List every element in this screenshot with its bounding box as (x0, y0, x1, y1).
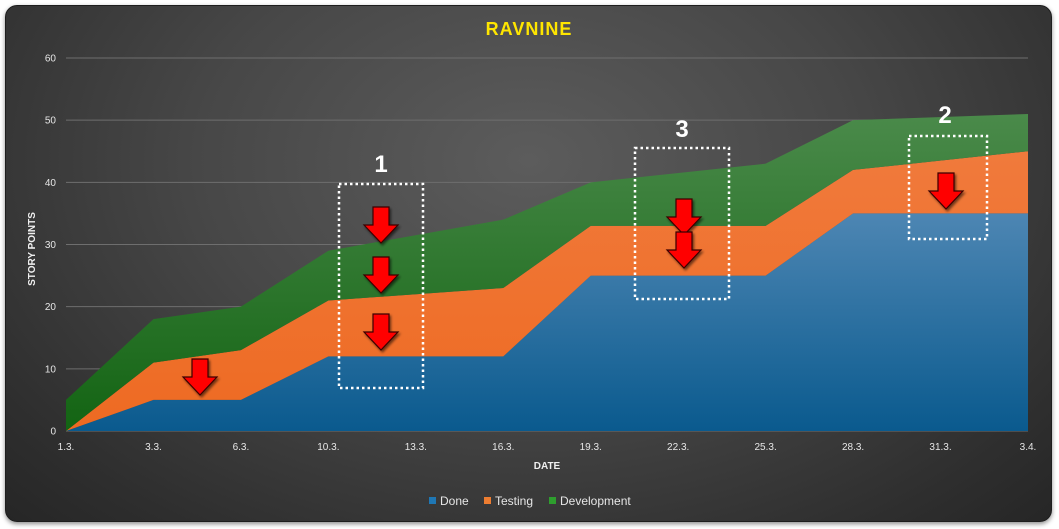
legend: Done Testing Development (429, 494, 631, 508)
x-tick-label: 25.3. (755, 442, 777, 453)
annotation-box-3 (633, 146, 731, 301)
y-tick-label: 30 (45, 240, 57, 251)
annotation-label: 1 (374, 151, 387, 178)
x-tick-label: 28.3. (842, 442, 864, 453)
legend-label: Testing (495, 494, 533, 508)
x-tick-label: 3.3. (145, 442, 162, 453)
chart-frame: RAVNINE 0 10 20 30 40 50 60 1.3. 3.3. 6.3. 10.3. 1… (5, 5, 1052, 522)
x-tick-label: 1.3. (58, 442, 75, 453)
y-tick-label: 40 (45, 178, 57, 189)
x-tick-label: 6.3. (233, 442, 250, 453)
series-area-development (66, 113, 1028, 431)
down-arrow-icon (665, 198, 703, 236)
x-tick-label: 22.3. (667, 442, 689, 453)
legend-swatch (549, 497, 556, 504)
legend-swatch (484, 497, 491, 504)
x-tick-label: 3.4. (1020, 442, 1037, 453)
x-tick-label: 10.3. (317, 442, 339, 453)
y-tick-label: 10 (45, 364, 57, 375)
series-area-done (66, 213, 1028, 431)
series-area-testing (66, 151, 1028, 431)
down-arrow-icon (665, 231, 703, 269)
x-axis-title: DATE (534, 461, 561, 472)
y-axis-ticks: 0 10 20 30 40 50 60 (45, 54, 57, 438)
y-axis-title: STORY POINTS (27, 212, 38, 286)
annotation-label: 2 (938, 102, 951, 129)
down-arrow-icon (362, 256, 400, 294)
annotation-label: 3 (675, 116, 688, 143)
down-arrow-icon (362, 313, 400, 351)
down-arrow-icon (181, 358, 219, 396)
down-arrow-icon (927, 172, 965, 210)
y-tick-label: 0 (50, 427, 56, 438)
y-tick-label: 50 (45, 116, 57, 127)
down-arrow-icon (362, 206, 400, 244)
annotation-boxes: 1 2 3 (337, 102, 989, 390)
series-areas (66, 113, 1028, 431)
x-axis-ticks: 1.3. 3.3. 6.3. 10.3. 13.3. 16.3. 19.3. 22.3. 25.… (58, 442, 1037, 453)
legend-label: Development (560, 494, 631, 508)
x-tick-label: 13.3. (405, 442, 427, 453)
annotation-box-1 (337, 182, 425, 390)
x-tick-label: 31.3. (929, 442, 951, 453)
chart-title: RAVNINE (486, 19, 573, 39)
x-tick-label: 19.3. (580, 442, 602, 453)
x-tick-label: 16.3. (492, 442, 514, 453)
y-tick-label: 20 (45, 302, 57, 313)
down-arrow-icons (181, 172, 965, 396)
legend-swatch (429, 497, 436, 504)
legend-label: Done (440, 494, 469, 508)
annotation-box-2 (907, 134, 989, 241)
y-tick-label: 60 (45, 54, 57, 65)
